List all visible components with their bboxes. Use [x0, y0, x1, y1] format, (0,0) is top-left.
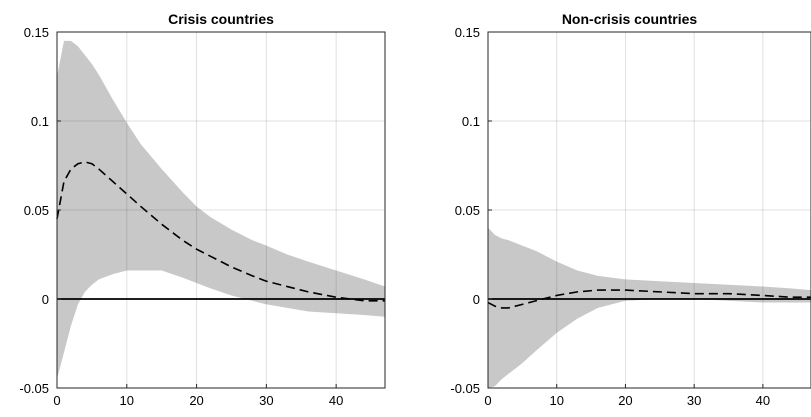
p1-confidence-band [488, 227, 811, 388]
p1-y-tick-label-3: 0.1 [462, 114, 480, 129]
p0-chart-title: Crisis countries [168, 11, 274, 27]
p0-x-tick-label-2: 20 [189, 393, 203, 408]
p1-x-tick-label-0: 0 [484, 393, 491, 408]
p0-x-tick-label-4: 40 [329, 393, 343, 408]
p1-x-tick-label-3: 30 [687, 393, 701, 408]
p1-response-line [487, 289, 811, 309]
p0-y-tick-label-3: 0.1 [31, 114, 49, 129]
p1-chart-title: Non-crisis countries [562, 11, 698, 27]
p0-y-tick-label-1: 0 [42, 292, 49, 307]
p1-y-tick-label-2: 0.05 [455, 203, 480, 218]
p1-x-tick-label-2: 20 [618, 393, 632, 408]
p1-y-tick-label-4: 0.15 [455, 25, 480, 40]
p0-x-tick-label-3: 30 [259, 393, 273, 408]
p1-x-tick-label-1: 10 [549, 393, 563, 408]
p0-response-line [56, 161, 385, 302]
p0-y-tick-label-4: 0.15 [24, 25, 49, 40]
p1-y-tick-label-0: -0.05 [450, 381, 480, 396]
chart-crisis-countries: 0 10 20 30 40 -0.05 0 0.05 0.1 0.15 Crisis countri… [19, 11, 386, 408]
p0-confidence-band [57, 40, 385, 380]
chart-non-crisis-countries: 0 10 20 30 40 -0.05 0 0.05 0.1 0.15 Non-crisis cou… [450, 11, 811, 408]
p0-y-tick-label-2: 0.05 [24, 203, 49, 218]
p1-x-tick-label-4: 40 [756, 393, 770, 408]
p0-x-tick-label-0: 0 [53, 393, 60, 408]
p1-y-tick-label-1: 0 [473, 292, 480, 307]
p0-x-tick-label-1: 10 [120, 393, 134, 408]
p0-y-tick-label-0: -0.05 [19, 381, 49, 396]
